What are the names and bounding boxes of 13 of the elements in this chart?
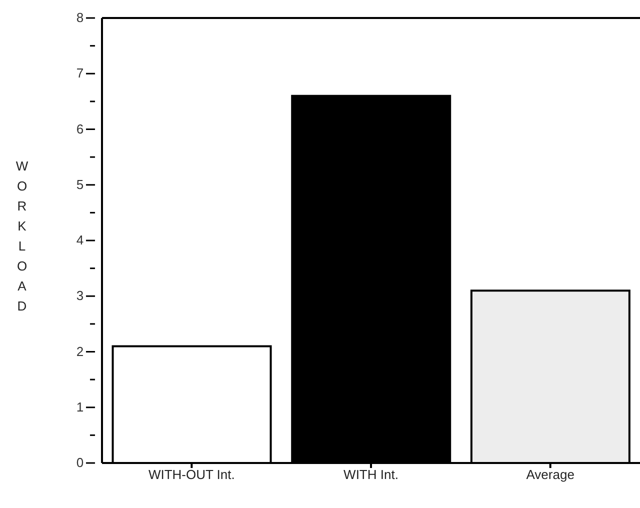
x-tick-label: WITH Int. xyxy=(344,467,398,482)
y-tick-label: 6 xyxy=(76,121,84,136)
y-tick-label: 4 xyxy=(76,232,84,248)
x-tick-label: Average xyxy=(526,467,574,482)
y-tick-label: 2 xyxy=(76,344,84,359)
y-tick-label: 3 xyxy=(76,288,84,304)
y-tick-label: 0 xyxy=(76,455,84,470)
y-tick-label: 5 xyxy=(76,176,84,192)
y-tick-label: 8 xyxy=(76,10,84,25)
y-tick-label: 7 xyxy=(76,66,84,81)
y-axis-title: WORKLOAD xyxy=(16,158,29,314)
x-tick-label: WITH-OUT Int. xyxy=(148,467,235,482)
y-tick-label: 1 xyxy=(76,399,84,414)
